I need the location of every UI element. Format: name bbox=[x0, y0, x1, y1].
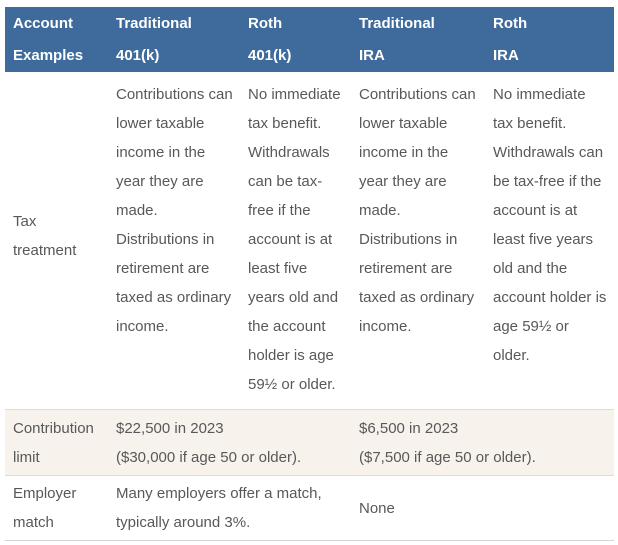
header-cell-roth-ira: Roth IRA bbox=[485, 7, 614, 72]
header-line: Account bbox=[13, 14, 73, 32]
table-header-row: Account Examples Traditional 401(k) Roth… bbox=[5, 7, 614, 72]
match-line: Many employers offer a match, bbox=[116, 485, 322, 502]
tax-treatment-row: Tax treatment Contributions can lower ta… bbox=[5, 72, 614, 410]
tax-treatment-traditional-401k-cell: Contributions can lower taxable income i… bbox=[116, 86, 233, 335]
contribution-limit-label: Contribution limit bbox=[5, 409, 108, 476]
header-cell-traditional-ira: Traditional IRA bbox=[351, 7, 485, 72]
tax-treatment-roth-ira-cell: No immediate tax benefit. Withdrawals ca… bbox=[493, 86, 607, 364]
tax-treatment-label: Tax treatment bbox=[13, 212, 77, 259]
header-line: Traditional bbox=[359, 14, 435, 32]
tax-treatment-roth-401k-cell: No immediate tax benefit. Withdrawals ca… bbox=[248, 86, 341, 393]
header-cell-traditional-401k: Traditional 401(k) bbox=[108, 7, 240, 72]
limit-line: $22,500 in 2023 bbox=[116, 419, 224, 437]
header-line: Examples bbox=[13, 46, 84, 64]
match-line: typically around 3%. bbox=[116, 514, 251, 531]
header-line: Traditional bbox=[116, 14, 192, 32]
contribution-limit-row: Contribution limit $22,500 in 2023 ($30,… bbox=[5, 409, 614, 476]
employer-match-row: Employer match Many employers offer a ma… bbox=[5, 475, 614, 541]
header-line: 401(k) bbox=[116, 46, 160, 64]
contribution-limit-401k-cell: $22,500 in 2023 ($30,000 if age 50 or ol… bbox=[108, 409, 351, 476]
tax-treatment-traditional-ira-cell: Contributions can lower taxable income i… bbox=[359, 86, 476, 335]
employer-match-401k-cell: Many employers offer a match, typically … bbox=[108, 475, 351, 541]
employer-match-ira-cell: None bbox=[351, 475, 614, 541]
limit-line: ($7,500 if age 50 or older). bbox=[359, 448, 536, 466]
contribution-limit-ira-cell: $6,500 in 2023 ($7,500 if age 50 or olde… bbox=[351, 409, 614, 476]
limit-line: $6,500 in 2023 bbox=[359, 419, 459, 437]
header-line: Roth bbox=[493, 14, 528, 32]
comparison-table: Account Examples Traditional 401(k) Roth… bbox=[5, 7, 614, 541]
header-cell-roth-401k: Roth 401(k) bbox=[240, 7, 351, 72]
header-cell-account-examples: Account Examples bbox=[5, 7, 108, 72]
header-line: IRA bbox=[493, 46, 519, 64]
header-line: IRA bbox=[359, 46, 385, 64]
header-line: Roth bbox=[248, 14, 283, 32]
header-line: 401(k) bbox=[248, 46, 292, 64]
employer-match-label: Employer match bbox=[5, 475, 108, 541]
limit-line: ($30,000 if age 50 or older). bbox=[116, 448, 302, 466]
